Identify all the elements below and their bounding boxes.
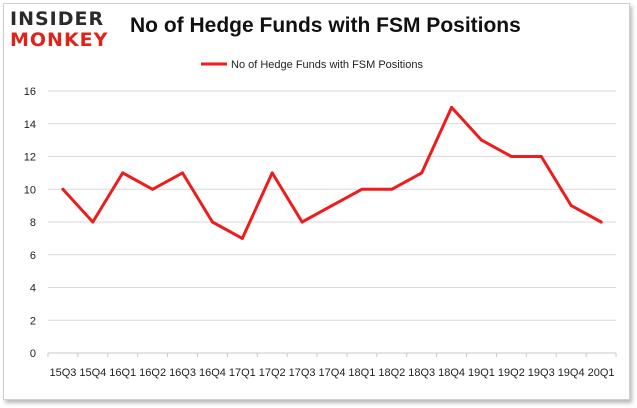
data-point [91,220,95,224]
data-point [61,187,65,191]
data-point [181,171,185,175]
legend: No of Hedge Funds with FSM Positions [201,59,423,71]
x-tick-label: 19Q4 [558,367,585,379]
data-point [360,187,364,191]
x-tick-label: 16Q2 [139,367,166,379]
x-tick-label: 17Q1 [229,367,256,379]
data-point [509,155,513,158]
logo-text-monkey: MONKEY [10,29,109,51]
data-point [599,220,603,224]
y-tick-label: 2 [30,315,36,327]
x-tick-label: 18Q1 [348,367,375,379]
data-point [450,105,454,109]
y-tick-label: 0 [30,348,36,360]
logo-text-insider: INSIDER [10,8,105,30]
data-point [210,220,214,224]
data-point [330,204,334,208]
x-tick-label: 19Q2 [498,367,525,379]
x-tick-label: 17Q2 [259,367,286,379]
grid-layer [47,90,617,357]
data-point [479,138,483,142]
data-point [569,204,573,208]
data-point [270,171,274,175]
x-tick-label: 18Q4 [438,367,465,379]
y-tick-label: 10 [24,184,36,196]
data-point [240,236,244,240]
data-point [151,187,155,191]
y-tick-label: 8 [30,217,36,229]
data-point [539,155,543,158]
x-tick-label: 18Q2 [378,367,405,379]
chart-frame [3,3,630,400]
x-tick-label: 19Q1 [468,367,495,379]
legend-label: No of Hedge Funds with FSM Positions [231,59,423,71]
x-tick-label: 17Q4 [319,367,346,379]
x-tick-label: 15Q3 [49,367,76,379]
data-point [390,187,394,191]
x-tick-label: 18Q3 [408,367,435,379]
x-tick-label: 20Q1 [588,367,615,379]
x-tick-label: 17Q3 [289,367,316,379]
y-tick-label: 4 [30,283,36,295]
y-axis-ticks: 0 2 4 6 8 10 12 14 16 [24,86,36,360]
insider-monkey-logo: INSIDER MONKEY [10,8,118,52]
x-tick-label: 19Q3 [528,367,555,379]
x-tick-label: 16Q4 [199,367,226,379]
x-tick-label: 16Q1 [109,367,136,379]
chart-title: No of Hedge Funds with FSM Positions [130,14,521,37]
x-tick-label: 15Q4 [79,367,106,379]
series-line [61,105,603,240]
y-tick-label: 16 [24,86,36,98]
y-tick-label: 14 [24,119,36,131]
y-tick-label: 12 [24,152,36,164]
x-axis-ticks: 15Q3 15Q4 16Q1 16Q2 16Q3 16Q4 17Q1 17Q2 17Q3 17Q4… [49,367,614,379]
data-point [300,220,304,224]
x-tick-label: 16Q3 [169,367,196,379]
y-tick-label: 6 [30,250,36,262]
data-point [121,171,125,175]
data-point [420,171,424,175]
series-layer [61,105,603,240]
